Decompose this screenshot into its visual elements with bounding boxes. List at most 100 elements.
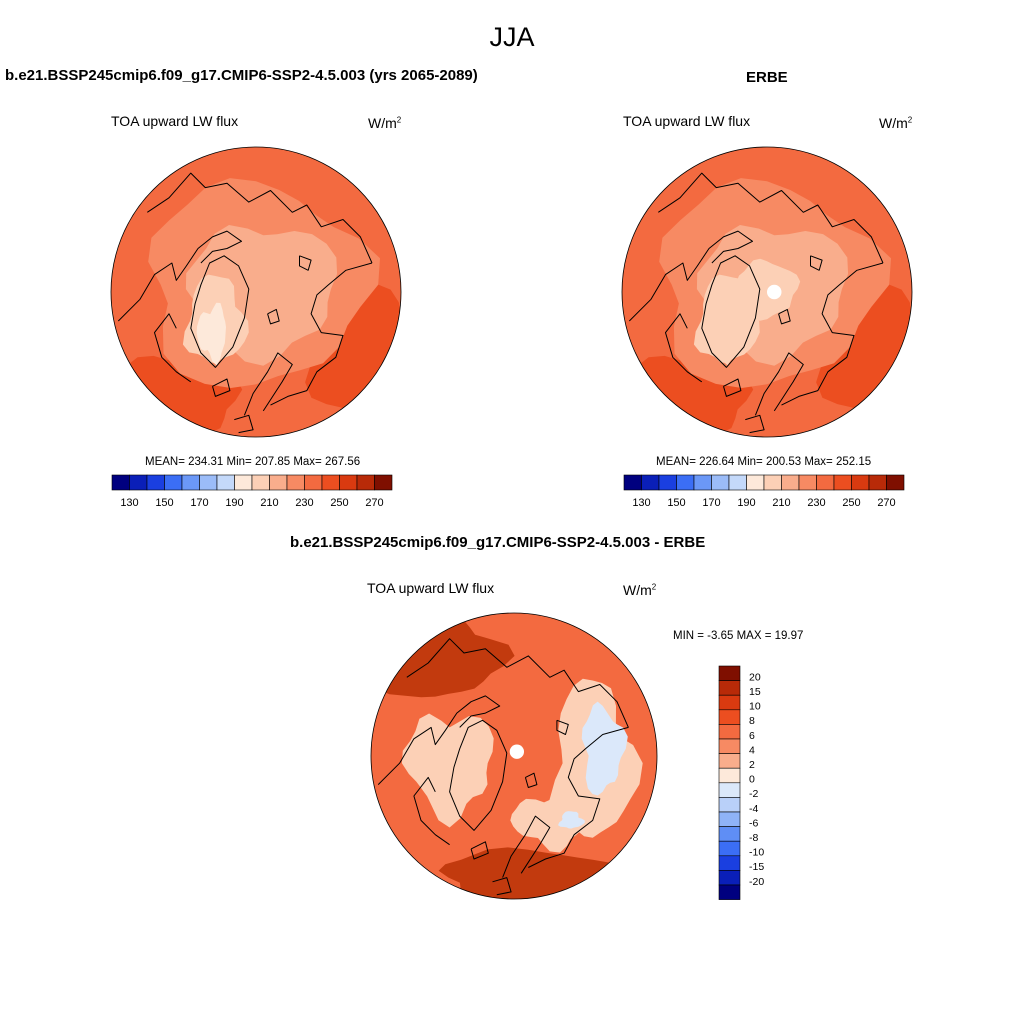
coastline <box>701 255 761 368</box>
colorbar-swatch <box>718 694 741 711</box>
colorbar-swatch <box>641 474 660 491</box>
colorbar-swatch <box>374 474 393 491</box>
coastline <box>470 841 489 860</box>
field-region <box>707 302 737 366</box>
diff-panel-title: b.e21.BSSP245cmip6.f09_g17.CMIP6-SSP2-4.… <box>290 534 706 551</box>
colorbar-tick-label: 130 <box>632 497 650 509</box>
colorbar-swatch <box>623 474 642 491</box>
colorbar-swatch <box>234 474 253 491</box>
colorbar-swatch <box>718 826 741 842</box>
coastline <box>270 262 373 406</box>
colorbar-swatch <box>718 884 741 900</box>
colorbar-swatch <box>718 797 741 813</box>
model-stats-label: MEAN= 234.31 Min= 207.85 Max= 267.56 <box>145 456 361 468</box>
colorbar-swatch <box>676 474 695 491</box>
colorbar-swatch <box>781 474 800 491</box>
coastline <box>377 695 501 785</box>
colorbar-swatch <box>718 709 741 725</box>
colorbar-tick-label: 190 <box>737 497 755 509</box>
colorbar-tick-label: 4 <box>749 744 755 756</box>
colorbar-swatch <box>728 474 747 491</box>
colorbar-swatch <box>251 474 270 491</box>
coastline <box>492 877 512 896</box>
colorbar-tick-label: 270 <box>877 497 895 509</box>
colorbar-tick-label: 270 <box>365 497 383 509</box>
coastline <box>449 719 508 831</box>
coastline <box>502 815 551 878</box>
colorbar-tick-label: 230 <box>295 497 313 509</box>
coastline <box>628 230 753 322</box>
coastline <box>528 726 629 868</box>
colorbar-swatch <box>833 474 852 491</box>
colorbar-swatch <box>718 811 741 827</box>
colorbar-tick-label: 15 <box>749 686 761 698</box>
pole-missing-data <box>509 744 525 759</box>
coastline <box>778 308 791 325</box>
map-border <box>110 146 402 438</box>
colorbar-swatch <box>718 680 741 696</box>
coastline <box>745 414 765 434</box>
obs-stats-label: MEAN= 226.64 Min= 200.53 Max= 252.15 <box>656 456 872 468</box>
field-region <box>510 791 583 853</box>
field-region <box>581 701 628 796</box>
coastline <box>190 255 250 368</box>
coastline-group <box>377 638 629 896</box>
coastline <box>810 255 823 271</box>
colorbar-swatch <box>693 474 712 491</box>
colorbar-swatch <box>886 474 905 491</box>
coastline <box>406 638 629 728</box>
colorbar-tick-label: 0 <box>749 774 755 786</box>
coastline <box>556 719 569 735</box>
colorbar-tick-label: 130 <box>120 497 138 509</box>
colorbar-swatch <box>269 474 288 491</box>
obs-polar-map <box>621 146 913 438</box>
model-panel-title: b.e21.BSSP245cmip6.f09_g17.CMIP6-SSP2-4.… <box>5 67 478 84</box>
colorbar-tick-label: 250 <box>330 497 348 509</box>
field-region <box>401 713 494 828</box>
colorbar-swatch <box>718 840 741 857</box>
model-units-label: W/m2 <box>368 115 402 131</box>
coastline <box>781 262 884 406</box>
colorbar-swatch <box>746 474 765 491</box>
diff-variable-label: TOA upward LW flux <box>367 580 495 596</box>
field-region <box>558 811 585 829</box>
model-polar-map <box>110 146 402 438</box>
field-region <box>196 302 226 366</box>
colorbar-tick-label: 210 <box>772 497 790 509</box>
colorbar-tick-label: -4 <box>749 803 758 815</box>
colorbar-swatch <box>718 855 741 871</box>
obs-panel-title: ERBE <box>746 69 788 86</box>
colorbar-swatch <box>339 474 358 491</box>
colorbar-tick-label: 150 <box>155 497 173 509</box>
coastline <box>234 414 254 434</box>
coastline <box>212 378 231 397</box>
coastline <box>723 378 742 397</box>
coastline <box>147 172 373 264</box>
colorbar-swatch <box>851 474 870 491</box>
colorbar-swatch <box>129 474 148 491</box>
colorbar-swatch <box>216 474 235 491</box>
page-title: JJA <box>489 22 535 52</box>
coastline <box>524 772 538 788</box>
obs-variable-label: TOA upward LW flux <box>623 113 751 129</box>
colorbar-swatch <box>718 870 741 886</box>
colorbar-tick-label: 170 <box>702 497 720 509</box>
colorbar-swatch <box>816 474 835 491</box>
obs-colorbar: 130 150 170 190 210 230 250 270 <box>623 474 905 509</box>
coastline <box>154 313 192 383</box>
coastline <box>117 230 242 322</box>
colorbar-tick-label: 190 <box>225 497 243 509</box>
colorbar-swatch <box>164 474 183 491</box>
colorbar-tick-label: 20 <box>749 671 761 683</box>
colorbar-tick-label: 10 <box>749 701 761 713</box>
colorbar-swatch <box>199 474 218 491</box>
colorbar-tick-label: 150 <box>667 497 685 509</box>
diff-polar-map <box>370 612 658 900</box>
field-group <box>371 613 657 899</box>
colorbar-tick-label: 170 <box>190 497 208 509</box>
pole-missing-data <box>767 284 782 300</box>
colorbar-swatch <box>711 474 730 491</box>
colorbar-tick-label: 6 <box>749 730 755 742</box>
obs-units-label: W/m2 <box>879 115 913 131</box>
